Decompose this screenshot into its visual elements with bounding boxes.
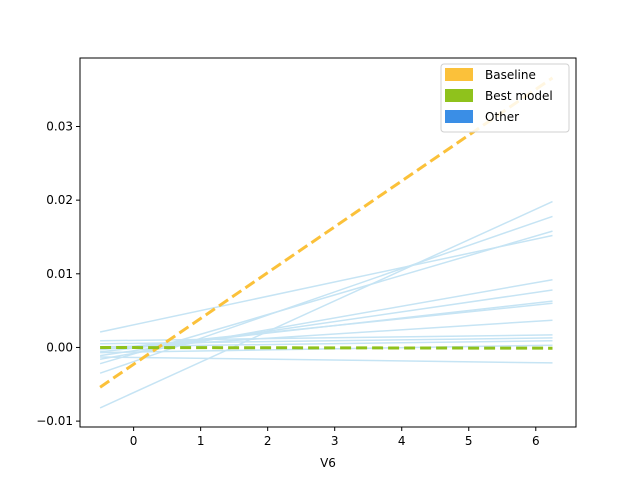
x-tick-label: 6: [532, 434, 540, 448]
y-tick-label: 0.01: [46, 267, 73, 281]
series-line-other-13: [100, 340, 553, 348]
x-tick-label: 3: [331, 434, 339, 448]
x-tick-label: 2: [264, 434, 272, 448]
y-tick-label: 0.00: [46, 340, 73, 354]
x-tick-label: 5: [465, 434, 473, 448]
x-tick-label: 0: [130, 434, 138, 448]
x-axis-label: V6: [320, 456, 336, 470]
series-line-other-9: [100, 302, 553, 351]
legend-entries: Baseline Best model Other: [445, 68, 553, 124]
legend-swatch-baseline: [445, 68, 473, 81]
legend-swatch-other: [445, 110, 473, 123]
series-line-other-15: [100, 356, 553, 364]
series-line-best-model: [100, 346, 553, 350]
y-tick-label: 0.02: [46, 193, 73, 207]
series-line-other-3: [99, 215, 553, 374]
legend-label: Other: [485, 110, 519, 124]
series-line-other-12: [100, 337, 553, 345]
legend-swatch-best-model: [445, 89, 473, 102]
legend-label: Baseline: [485, 68, 536, 82]
series-line-other-10: [100, 319, 553, 350]
plot-frame: [79, 57, 577, 428]
legend: Baseline Best model Other: [440, 63, 570, 133]
series-line-other-4: [99, 234, 553, 333]
x-tick-label: 4: [398, 434, 406, 448]
series-layer: [99, 76, 554, 409]
x-tick-label: 1: [197, 434, 205, 448]
x-axis-ticks: 0 1 2 3 4 5 6: [130, 427, 540, 448]
legend-label: Best model: [485, 89, 553, 103]
y-axis-ticks: −0.01 0.00 0.01 0.02 0.03: [36, 119, 80, 428]
series-line-other-2: [99, 200, 553, 409]
y-tick-label: 0.03: [46, 119, 73, 133]
series-line-other-11: [100, 334, 553, 342]
y-tick-label: −0.01: [36, 414, 73, 428]
